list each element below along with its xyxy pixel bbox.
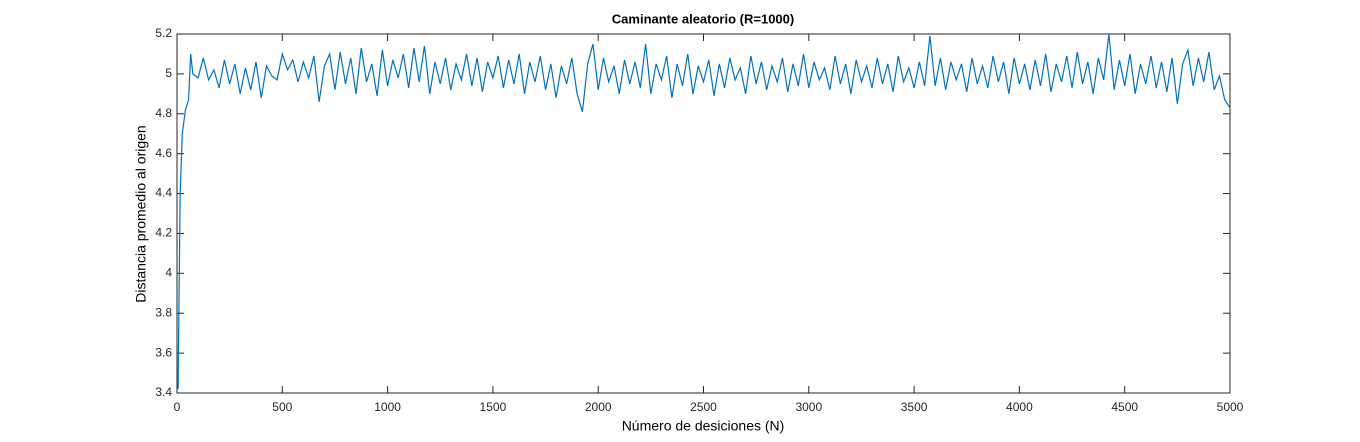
x-tick-label: 1500	[480, 400, 507, 414]
x-tick-label: 500	[272, 400, 292, 414]
y-tick-label: 3.8	[155, 305, 172, 319]
plot-area	[176, 33, 1231, 394]
y-tick-label: 5	[165, 66, 172, 80]
y-tick-label: 3.6	[155, 345, 172, 359]
data-line	[177, 33, 1231, 390]
y-tick-label: 4.6	[155, 146, 172, 160]
y-tick-label: 4.2	[155, 226, 172, 240]
x-tick-label: 1000	[374, 400, 401, 414]
y-tick-label: 4	[165, 266, 172, 280]
x-axis-label: Número de desiciones (N)	[622, 418, 785, 434]
x-tick-label: 3000	[795, 400, 822, 414]
x-tick-label: 3500	[901, 400, 928, 414]
x-tick-label: 4500	[1111, 400, 1138, 414]
y-tick-label: 4.4	[155, 186, 172, 200]
y-axis-label: Distancia promedio al origen	[133, 125, 149, 302]
x-tick-label: 4000	[1006, 400, 1033, 414]
x-tick-label: 5000	[1217, 400, 1244, 414]
x-tick-label: 0	[174, 400, 181, 414]
x-tick-label: 2500	[690, 400, 717, 414]
chart-title: Caminante aleatorio (R=1000)	[612, 11, 794, 26]
y-tick-label: 5.2	[155, 26, 172, 40]
y-tick-label: 3.4	[155, 385, 172, 399]
x-tick-label: 2000	[585, 400, 612, 414]
y-tick-label: 4.8	[155, 106, 172, 120]
